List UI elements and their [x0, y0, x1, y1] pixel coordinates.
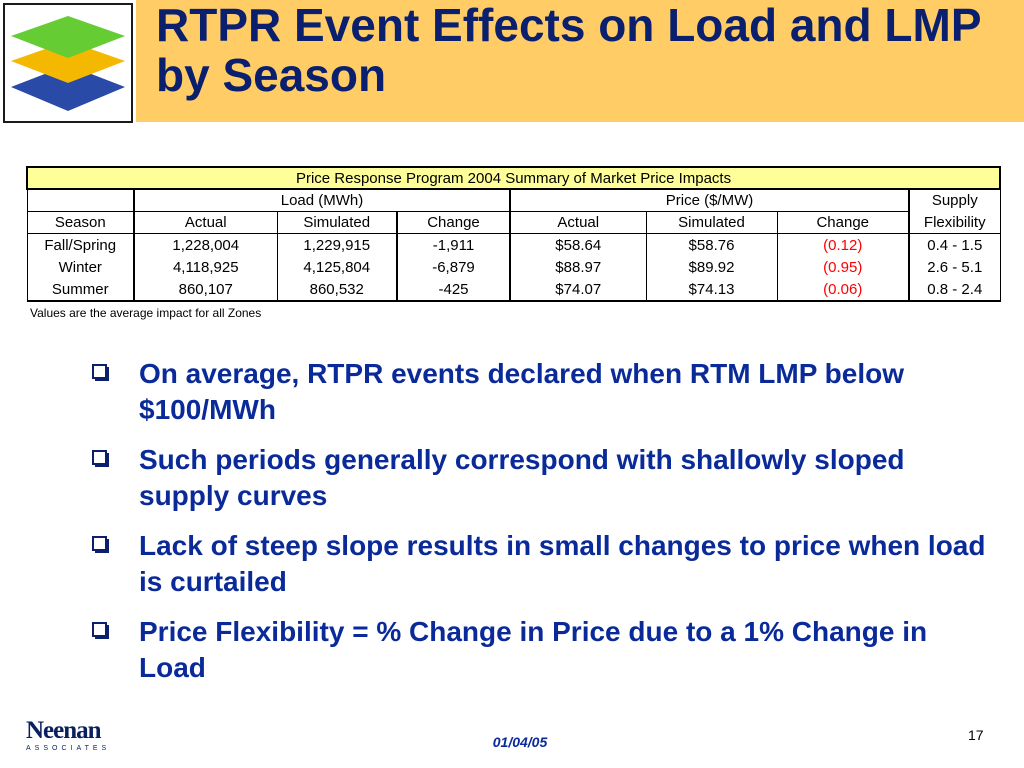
cell-flexibility: 0.4 - 1.5 [907, 233, 1001, 256]
bullet-item: On average, RTPR events declared when RT… [92, 356, 992, 428]
cell-load-simulated: 4,125,804 [276, 256, 398, 278]
bullet-text: On average, RTPR events declared when RT… [139, 358, 905, 425]
table-row: Winter 4,118,925 4,125,804 -6,879 $88.97… [26, 256, 1001, 278]
cell-price-change: (0.06) [776, 278, 910, 302]
col-header-season: Season [26, 211, 135, 234]
cell-price-simulated: $89.92 [645, 256, 778, 278]
cell-flexibility: 2.6 - 5.1 [907, 256, 1001, 278]
title-band [136, 0, 1024, 122]
cell-season: Summer [26, 278, 135, 302]
cell-price-actual: $58.64 [509, 233, 647, 256]
col-header-price-change: Change [776, 211, 910, 234]
checkbox-square-icon [92, 536, 109, 553]
cell-flexibility: 0.8 - 2.4 [907, 278, 1001, 302]
table-caption: Price Response Program 2004 Summary of M… [25, 166, 1002, 190]
col-header-price-simulated: Simulated [645, 211, 778, 234]
table-row: Fall/Spring 1,228,004 1,229,915 -1,911 $… [26, 233, 1001, 256]
neenan-logo: Neenan ASSOCIATES [26, 718, 106, 762]
bullet-item: Such periods generally correspond with s… [92, 442, 992, 514]
col-header-flexibility: Flexibility [907, 211, 1001, 234]
page-title: RTPR Event Effects on Load and LMP by Se… [156, 0, 981, 101]
cell-load-actual: 1,228,004 [133, 233, 278, 256]
impacts-table: Price Response Program 2004 Summary of M… [25, 166, 1002, 302]
checkbox-square-icon [92, 364, 109, 381]
cell-season: Fall/Spring [26, 233, 135, 256]
cell-load-simulated: 860,532 [276, 278, 398, 302]
bullet-list: On average, RTPR events declared when RT… [92, 356, 992, 700]
table-footnote: Values are the average impact for all Zo… [30, 306, 262, 320]
cell-load-simulated: 1,229,915 [276, 233, 398, 256]
cell-price-change: (0.12) [776, 233, 910, 256]
footer-date: 01/04/05 [492, 734, 548, 750]
col-header-load-actual: Actual [133, 211, 278, 234]
page-number: 17 [968, 727, 984, 743]
cell-season: Winter [26, 256, 135, 278]
cell-price-change: (0.95) [776, 256, 910, 278]
checkbox-square-icon [92, 622, 109, 639]
cell-load-change: -6,879 [396, 256, 511, 278]
cell-load-change: -1,911 [396, 233, 511, 256]
cell-load-actual: 4,118,925 [133, 256, 278, 278]
col-header-load-simulated: Simulated [276, 211, 398, 234]
layers-logo-icon [3, 3, 133, 123]
bullet-item: Lack of steep slope results in small cha… [92, 528, 992, 600]
checkbox-square-icon [92, 450, 109, 467]
brand-name: Neenan [26, 717, 102, 744]
bullet-text: Lack of steep slope results in small cha… [139, 530, 986, 597]
impacts-table-container: Price Response Program 2004 Summary of M… [25, 166, 1002, 302]
table-row: Summer 860,107 860,532 -425 $74.07 $74.1… [26, 278, 1001, 302]
group-header-price: Price ($/MW) [509, 188, 910, 212]
brand-subtitle: ASSOCIATES [26, 745, 111, 752]
cell-price-actual: $74.07 [509, 278, 647, 302]
group-header-supply: Supply [907, 188, 1001, 212]
col-header-load-change: Change [396, 211, 511, 234]
cell-load-change: -425 [396, 278, 511, 302]
bullet-text: Such periods generally correspond with s… [139, 444, 905, 511]
cell-price-actual: $88.97 [509, 256, 647, 278]
col-header-price-actual: Actual [509, 211, 647, 234]
cell-price-simulated: $58.76 [645, 233, 778, 256]
header-blank-cell [26, 188, 135, 212]
bullet-text: Price Flexibility = % Change in Price du… [139, 616, 928, 683]
bullet-item: Price Flexibility = % Change in Price du… [92, 614, 992, 686]
cell-price-simulated: $74.13 [645, 278, 778, 302]
cell-load-actual: 860,107 [133, 278, 278, 302]
group-header-load: Load (MWh) [133, 188, 511, 212]
